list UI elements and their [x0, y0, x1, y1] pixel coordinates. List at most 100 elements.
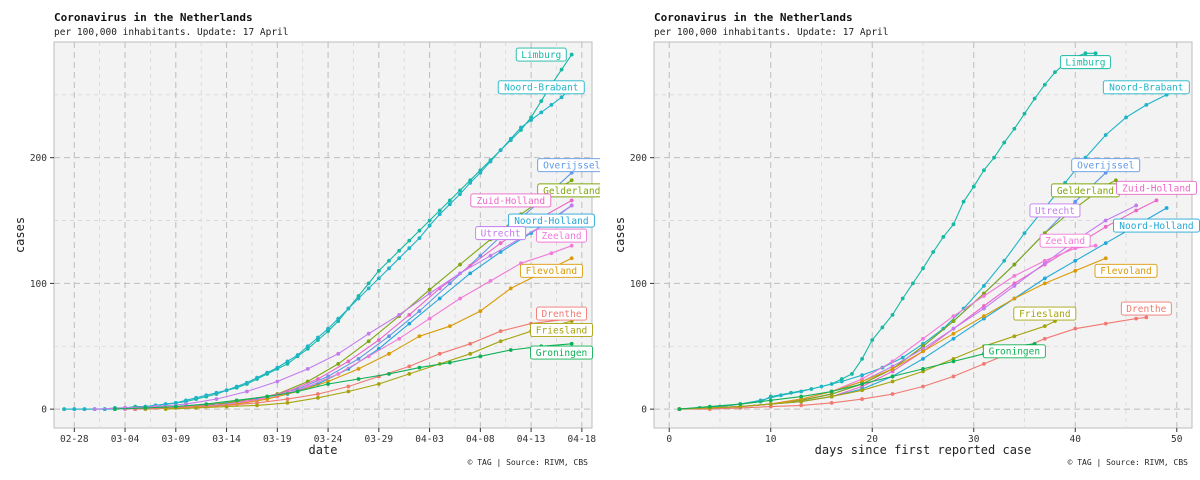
- series-label-friesland: Friesland: [530, 322, 593, 337]
- data-point: [900, 296, 905, 301]
- data-point: [1022, 111, 1027, 116]
- data-point: [407, 372, 412, 376]
- data-point: [285, 400, 290, 405]
- series-line: [165, 320, 572, 410]
- data-point: [447, 202, 452, 207]
- data-point: [921, 356, 925, 361]
- data-point: [407, 312, 412, 317]
- data-point: [275, 365, 280, 370]
- series-label-text: Flevoland: [526, 266, 577, 277]
- data-point: [478, 309, 483, 313]
- data-point: [1012, 126, 1017, 131]
- series-label-noord-holland: Noord-Holland: [1113, 218, 1200, 233]
- data-point: [224, 388, 229, 393]
- series-label-box: [1094, 263, 1158, 278]
- data-point: [982, 314, 986, 318]
- x-tick-label: 03-04: [111, 434, 140, 445]
- data-point: [498, 329, 503, 334]
- series-label-text: Overijssel: [543, 161, 600, 172]
- data-point: [768, 398, 773, 403]
- data-point: [508, 286, 513, 291]
- chart-panel-by-days: Coronavirus in the Netherlands per 100,0…: [600, 0, 1200, 480]
- data-point: [921, 349, 925, 354]
- data-point: [316, 395, 320, 400]
- series-label-groningen: Groningen: [982, 344, 1046, 359]
- series-label-text: Drenthe: [1126, 304, 1166, 315]
- x-tick-label: 04-08: [466, 434, 495, 445]
- data-point: [870, 338, 875, 342]
- data-point: [194, 405, 199, 410]
- x-tick-label: 0: [666, 434, 672, 445]
- series-label-zeeland: Zeeland: [1039, 233, 1091, 248]
- series-label-box: [982, 344, 1046, 359]
- series-label-box: [530, 322, 593, 337]
- data-point: [458, 296, 462, 301]
- data-point: [387, 351, 391, 356]
- data-point: [569, 341, 574, 346]
- data-point: [194, 395, 199, 400]
- x-tick-label: 30: [968, 434, 980, 445]
- data-point: [1103, 133, 1108, 137]
- data-point: [376, 338, 381, 342]
- data-point: [447, 281, 452, 286]
- data-point: [549, 251, 554, 256]
- data-point: [397, 312, 402, 317]
- series-label-box: [1059, 55, 1111, 70]
- data-point: [1032, 96, 1037, 101]
- data-point: [829, 389, 834, 394]
- data-point: [336, 316, 341, 321]
- data-point: [839, 379, 844, 384]
- chart-svg: 0 10 20 30 40 50 0 100 200 days since first repor…: [613, 41, 1200, 457]
- data-point: [951, 336, 956, 341]
- series-label-zeeland: Zeeland: [536, 228, 587, 243]
- x-tick-label: 04-13: [517, 434, 546, 445]
- data-point: [1134, 316, 1139, 321]
- data-point: [890, 379, 895, 384]
- data-point: [305, 344, 310, 349]
- series-label-gelderland: Gelderland: [1050, 183, 1120, 198]
- y-tick-label: 100: [30, 279, 47, 290]
- data-point: [346, 389, 351, 394]
- series-label-text: Noord-Holland: [514, 216, 588, 227]
- data-point: [244, 380, 249, 385]
- data-point: [427, 218, 432, 223]
- data-point: [72, 407, 77, 412]
- data-point: [971, 184, 976, 189]
- x-tick-label: 02-28: [60, 434, 89, 445]
- data-point: [951, 222, 956, 227]
- data-point: [799, 403, 804, 408]
- series-label-flevoland: Flevoland: [519, 263, 583, 278]
- data-point: [356, 356, 361, 361]
- data-point: [356, 377, 361, 381]
- data-point: [366, 331, 371, 336]
- data-point: [224, 404, 229, 409]
- series-label-box: [1013, 306, 1077, 321]
- data-point: [1002, 258, 1007, 263]
- data-point: [316, 335, 320, 340]
- series-label-text: Groningen: [536, 348, 587, 359]
- data-point: [285, 359, 290, 364]
- data-point: [458, 192, 462, 197]
- series-label-text: Overijssel: [1077, 161, 1134, 172]
- data-point: [1012, 262, 1017, 267]
- grid: [654, 42, 1192, 428]
- series-label-box: [519, 263, 583, 278]
- data-point: [860, 397, 864, 401]
- data-point: [397, 256, 402, 261]
- series-label-drenthe: Drenthe: [536, 306, 587, 321]
- data-point: [1002, 140, 1007, 145]
- data-point: [356, 296, 361, 301]
- data-point: [1012, 284, 1017, 288]
- data-point: [951, 326, 956, 331]
- data-point: [336, 361, 341, 366]
- series-label-text: Zuid-Holland: [1122, 183, 1191, 194]
- data-point: [1042, 258, 1047, 263]
- data-point: [982, 294, 986, 298]
- data-point: [890, 374, 895, 379]
- data-point: [549, 102, 554, 107]
- data-point: [1073, 199, 1078, 204]
- y-tick-label: 0: [41, 405, 47, 416]
- data-point: [92, 407, 97, 412]
- data-point: [326, 382, 330, 386]
- data-point: [255, 403, 259, 408]
